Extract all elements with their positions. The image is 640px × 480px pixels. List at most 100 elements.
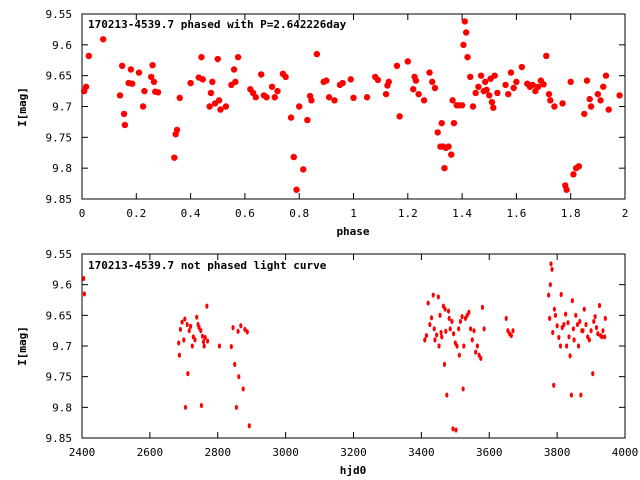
- phased-data-point: [567, 78, 574, 86]
- phased-data-point: [458, 102, 466, 109]
- phased-data-point: [374, 76, 382, 84]
- unphased-data-point: [236, 328, 240, 334]
- phased-data-point: [575, 163, 583, 170]
- unphased-data-point: [186, 371, 190, 377]
- phased-data-point: [129, 80, 136, 87]
- phased-x-tick-label: 1.6: [506, 207, 526, 220]
- phased-data-point: [441, 164, 448, 172]
- unphased-data-point: [552, 306, 557, 312]
- phased-data-point: [490, 104, 497, 111]
- phased-data-point: [502, 81, 509, 89]
- unphased-data-point: [445, 392, 449, 398]
- phased-data-point: [290, 153, 297, 161]
- unphased-data-point: [564, 311, 568, 317]
- unphased-data-point: [237, 374, 241, 380]
- unphased-data-point: [447, 315, 451, 321]
- unphased-x-tick-labels: 2400 2600 2800 3000 3200 3400 3600 3800 4000: [69, 446, 639, 459]
- phased-data-point: [396, 113, 403, 120]
- unphased-data-point: [446, 308, 451, 314]
- phased-data-point: [415, 90, 422, 98]
- unphased-data-point: [549, 261, 553, 267]
- unphased-data-point: [243, 326, 247, 333]
- unphased-tick-marks: [81, 253, 626, 439]
- unphased-data-point: [239, 323, 243, 329]
- unphased-data-point: [178, 326, 183, 333]
- unphased-data-point: [582, 306, 586, 312]
- unphased-data-point: [552, 382, 556, 388]
- unphased-data-point: [601, 328, 605, 334]
- unphased-data-point: [199, 328, 203, 334]
- unphased-data-point: [187, 328, 191, 334]
- phased-data-point: [325, 94, 333, 101]
- phased-data-point: [121, 121, 129, 129]
- unphased-data-point: [435, 332, 439, 338]
- phased-data-point: [187, 79, 194, 87]
- unphased-data-point: [589, 328, 593, 334]
- phased-data-point: [488, 98, 496, 106]
- phased-data-point: [199, 76, 207, 83]
- phased-data-point: [559, 100, 566, 107]
- unphased-y-axis-label: I[mag]: [16, 326, 29, 366]
- phased-data-point: [382, 90, 390, 98]
- unphased-data-point: [474, 349, 478, 355]
- unphased-data-point: [587, 337, 591, 343]
- phased-data-point: [540, 81, 547, 88]
- phased-data-point: [464, 53, 471, 61]
- unphased-data-point: [547, 292, 551, 298]
- phased-data-point: [431, 84, 439, 92]
- phased-data-point: [602, 72, 610, 79]
- unphased-data-point: [551, 329, 555, 336]
- phased-data-point: [472, 89, 479, 97]
- phased-data-point: [460, 41, 467, 49]
- unphased-chart-title: 170213-4539.7 not phased light curve: [88, 259, 327, 272]
- unphased-data-point: [558, 343, 563, 349]
- unphased-y-tick-label: 9.65: [46, 309, 73, 322]
- phased-x-tick-label: 0.6: [235, 207, 255, 220]
- phased-data-point: [116, 92, 124, 99]
- phased-data-point: [507, 69, 515, 76]
- phased-data-point: [207, 89, 215, 97]
- phased-data-point: [412, 77, 420, 84]
- unphased-data-point: [200, 333, 205, 339]
- phased-x-tick-label: 0.4: [181, 207, 201, 220]
- unphased-data-point: [203, 334, 207, 341]
- phased-data-point: [445, 143, 452, 150]
- phased-data-point: [209, 78, 216, 86]
- unphased-data-point: [245, 329, 249, 335]
- unphased-y-tick-label: 9.6: [52, 279, 72, 292]
- phased-y-tick-label: 9.8: [52, 162, 72, 175]
- phased-data-point: [206, 103, 213, 110]
- unphased-data-point: [480, 304, 485, 310]
- unphased-data-point: [600, 334, 604, 340]
- phased-data-point: [308, 97, 315, 104]
- unphased-x-tick-label: 3800: [544, 446, 571, 459]
- unphased-data-point: [591, 371, 595, 377]
- phased-data-point: [404, 58, 411, 65]
- phased-y-tick-label: 9.85: [46, 193, 73, 206]
- unphased-y-tick-labels: 9.55 9.6 9.65 9.7 9.75 9.8 9.85: [46, 248, 73, 445]
- phased-data-point: [304, 116, 311, 124]
- unphased-data-point: [467, 309, 471, 315]
- phased-data-point: [331, 97, 338, 104]
- unphased-data-point: [183, 316, 187, 322]
- phased-data-point: [543, 52, 550, 60]
- phased-data-point: [217, 106, 224, 113]
- unphased-data-point: [201, 339, 206, 345]
- phased-data-point: [135, 69, 143, 76]
- phased-x-tick-label: 1.4: [452, 207, 472, 220]
- phased-y-tick-label: 9.6: [52, 39, 72, 52]
- phased-data-point: [173, 126, 181, 134]
- unphased-data-point: [593, 313, 597, 320]
- unphased-data-point: [548, 282, 552, 288]
- phased-data-point: [449, 97, 456, 104]
- unphased-data-point: [452, 331, 456, 337]
- unphased-x-tick-label: 3000: [272, 446, 299, 459]
- phased-data-point: [605, 106, 612, 113]
- unphased-data-point: [451, 426, 455, 432]
- phased-data-point: [313, 50, 321, 58]
- phased-data-point: [518, 63, 526, 71]
- phased-data-point: [232, 78, 239, 86]
- unphased-data-point: [565, 343, 569, 349]
- unphased-data-point: [566, 320, 570, 326]
- unphased-data-point: [475, 343, 479, 349]
